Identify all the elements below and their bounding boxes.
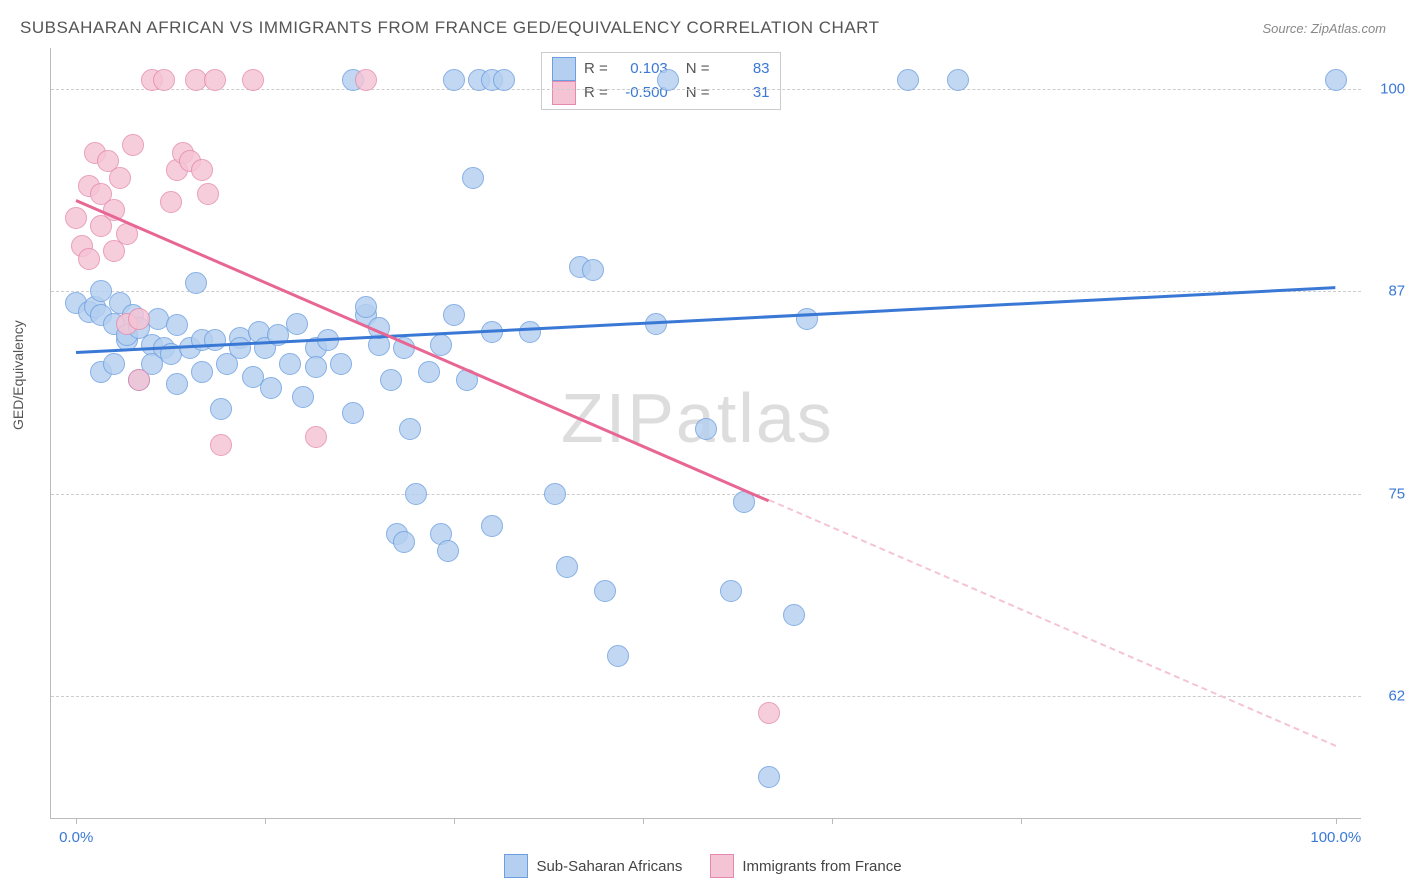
x-tick-label: 100.0% [1310, 829, 1361, 846]
data-point [481, 515, 503, 537]
data-point [330, 353, 352, 375]
x-tick [265, 818, 266, 824]
grid-line [51, 494, 1361, 495]
data-point [204, 329, 226, 351]
data-point [242, 69, 264, 91]
x-tick [454, 818, 455, 824]
data-point [191, 361, 213, 383]
x-tick-label: 0.0% [59, 829, 93, 846]
y-tick-label: 75.0% [1371, 485, 1406, 502]
data-point [437, 540, 459, 562]
data-point [519, 321, 541, 343]
legend-label: Sub-Saharan Africans [536, 858, 682, 875]
data-point [462, 167, 484, 189]
data-point [399, 418, 421, 440]
data-point [166, 314, 188, 336]
y-axis-label: GED/Equivalency [10, 320, 26, 430]
data-point [109, 167, 131, 189]
data-point [355, 296, 377, 318]
data-point [1325, 69, 1347, 91]
watermark: ZIPatlas [561, 378, 834, 458]
legend-label: Immigrants from France [742, 858, 901, 875]
data-point [210, 398, 232, 420]
data-point [342, 402, 364, 424]
chart-header: SUBSAHARAN AFRICAN VS IMMIGRANTS FROM FR… [20, 18, 1386, 38]
data-point [103, 353, 125, 375]
data-point [355, 69, 377, 91]
data-point [210, 434, 232, 456]
data-point [443, 304, 465, 326]
grid-line [51, 291, 1361, 292]
series-legend: Sub-Saharan Africans Immigrants from Fran… [0, 854, 1406, 882]
data-point [160, 191, 182, 213]
chart-title: SUBSAHARAN AFRICAN VS IMMIGRANTS FROM FR… [20, 18, 880, 38]
data-point [128, 308, 150, 330]
n-label: N = [686, 57, 710, 81]
data-point [305, 426, 327, 448]
regression-line [769, 499, 1337, 747]
x-tick [1336, 818, 1337, 824]
data-point [657, 69, 679, 91]
data-point [430, 334, 452, 356]
data-point [128, 369, 150, 391]
y-tick-label: 62.5% [1371, 688, 1406, 705]
x-tick [832, 818, 833, 824]
legend-item: Sub-Saharan Africans [504, 854, 682, 878]
n-value: 31 [718, 81, 770, 105]
data-point [380, 369, 402, 391]
r-label: R = [584, 57, 608, 81]
data-point [493, 69, 515, 91]
x-tick [643, 818, 644, 824]
data-point [758, 766, 780, 788]
data-point [286, 313, 308, 335]
data-point [783, 604, 805, 626]
chart-plot-area: ZIPatlas R =0.103N =83R =-0.500N =31 62.… [50, 48, 1361, 819]
data-point [897, 69, 919, 91]
chart-source: Source: ZipAtlas.com [1262, 21, 1386, 36]
data-point [582, 259, 604, 281]
data-point [166, 373, 188, 395]
y-tick-label: 100.0% [1371, 80, 1406, 97]
x-tick [76, 818, 77, 824]
data-point [185, 272, 207, 294]
data-point [78, 248, 100, 270]
data-point [197, 183, 219, 205]
y-tick-label: 87.5% [1371, 283, 1406, 300]
n-value: 83 [718, 57, 770, 81]
legend-swatch [710, 854, 734, 878]
r-label: R = [584, 81, 608, 105]
data-point [556, 556, 578, 578]
data-point [393, 531, 415, 553]
data-point [260, 377, 282, 399]
data-point [758, 702, 780, 724]
data-point [204, 69, 226, 91]
x-tick [1021, 818, 1022, 824]
data-point [607, 645, 629, 667]
n-label: N = [686, 81, 710, 105]
regression-line [76, 286, 1336, 354]
data-point [279, 353, 301, 375]
data-point [594, 580, 616, 602]
data-point [292, 386, 314, 408]
legend-item: Immigrants from France [710, 854, 901, 878]
data-point [153, 69, 175, 91]
data-point [305, 356, 327, 378]
data-point [443, 69, 465, 91]
data-point [229, 337, 251, 359]
data-point [695, 418, 717, 440]
data-point [720, 580, 742, 602]
data-point [418, 361, 440, 383]
data-point [65, 207, 87, 229]
legend-swatch [504, 854, 528, 878]
data-point [122, 134, 144, 156]
data-point [947, 69, 969, 91]
grid-line [51, 696, 1361, 697]
legend-swatch [552, 81, 576, 105]
data-point [405, 483, 427, 505]
legend-swatch [552, 57, 576, 81]
data-point [796, 308, 818, 330]
data-point [191, 159, 213, 181]
data-point [544, 483, 566, 505]
